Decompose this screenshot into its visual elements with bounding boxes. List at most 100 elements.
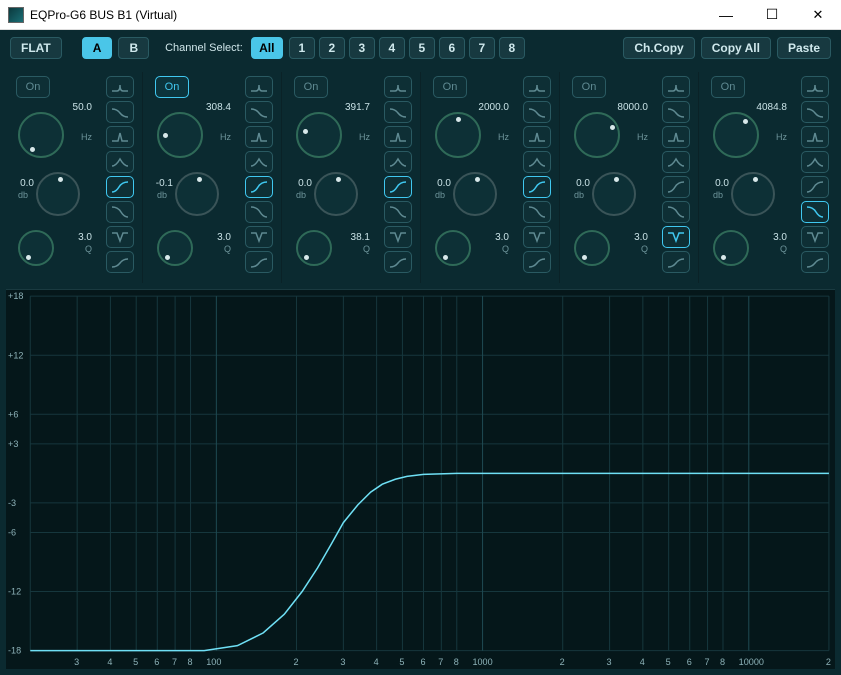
band-6-shape-peak-narrow-icon[interactable]	[801, 126, 829, 148]
paste-button[interactable]: Paste	[777, 37, 831, 59]
band-1-shape-notch-icon[interactable]	[106, 226, 134, 248]
band-4-shape-bell-icon[interactable]	[523, 76, 551, 98]
band-5-shape-lowshelf-icon[interactable]	[662, 101, 690, 123]
band-5-on-button[interactable]: On	[572, 76, 606, 98]
svg-text:-6: -6	[8, 527, 16, 537]
close-button[interactable]: ✕	[795, 0, 841, 30]
band-3-shape-peak-narrow-icon[interactable]	[384, 126, 412, 148]
band-4-shape-notch-icon[interactable]	[523, 226, 551, 248]
channel-7-button[interactable]: 7	[469, 37, 495, 59]
band-5-gain-knob[interactable]	[592, 172, 636, 216]
band-3-freq-knob[interactable]	[296, 112, 342, 158]
band-5-q-knob[interactable]	[574, 230, 610, 266]
band-2-q-knob[interactable]	[157, 230, 193, 266]
band-5-shape-bell-icon[interactable]	[662, 76, 690, 98]
band-1-shape-highpass-icon[interactable]	[106, 176, 134, 198]
band-3-shape-lowshelf-icon[interactable]	[384, 101, 412, 123]
band-4-shape-peak-narrow-icon[interactable]	[523, 126, 551, 148]
channel-3-button[interactable]: 3	[349, 37, 375, 59]
band-2-shape-highshelf-icon[interactable]	[245, 251, 273, 273]
band-2-gain-knob[interactable]	[175, 172, 219, 216]
band-3-q-knob[interactable]	[296, 230, 332, 266]
band-2-freq-unit: Hz	[220, 132, 231, 142]
band-1-shape-highshelf-icon[interactable]	[106, 251, 134, 273]
band-4-freq-knob[interactable]	[435, 112, 481, 158]
band-1-gain-knob[interactable]	[36, 172, 80, 216]
band-1-shape-lowshelf-icon[interactable]	[106, 101, 134, 123]
band-3-on-button[interactable]: On	[294, 76, 328, 98]
band-4-shape-peak-wide-icon[interactable]	[523, 151, 551, 173]
band-4-gain-knob[interactable]	[453, 172, 497, 216]
band-5-shape-peak-wide-icon[interactable]	[662, 151, 690, 173]
band-3-shape-bell-icon[interactable]	[384, 76, 412, 98]
band-1-shape-lowpass-icon[interactable]	[106, 201, 134, 223]
band-3-shape-notch-icon[interactable]	[384, 226, 412, 248]
band-1-freq-knob[interactable]	[18, 112, 64, 158]
band-6-shape-highpass-icon[interactable]	[801, 176, 829, 198]
band-5-shape-highshelf-icon[interactable]	[662, 251, 690, 273]
band-6-shape-lowpass-icon[interactable]	[801, 201, 829, 223]
band-3-gain-knob[interactable]	[314, 172, 358, 216]
ch-copy-button[interactable]: Ch.Copy	[623, 37, 694, 59]
band-1-shape-bell-icon[interactable]	[106, 76, 134, 98]
band-6-shape-bell-icon[interactable]	[801, 76, 829, 98]
channel-all-button[interactable]: All	[251, 37, 283, 59]
band-1-q-knob[interactable]	[18, 230, 54, 266]
minimize-button[interactable]: —	[703, 0, 749, 30]
band-2-on-button[interactable]: On	[155, 76, 189, 98]
band-4-shape-lowshelf-icon[interactable]	[523, 101, 551, 123]
band-6-shape-notch-icon[interactable]	[801, 226, 829, 248]
band-4-q-value: 3.0	[473, 232, 509, 243]
channel-5-button[interactable]: 5	[409, 37, 435, 59]
band-3-shape-lowpass-icon[interactable]	[384, 201, 412, 223]
maximize-button[interactable]: ☐	[749, 0, 795, 30]
band-2-shape-lowpass-icon[interactable]	[245, 201, 273, 223]
band-2-shape-peak-wide-icon[interactable]	[245, 151, 273, 173]
band-2: On308.4Hz-0.1db3.0Q	[143, 72, 282, 283]
svg-text:1000: 1000	[472, 657, 492, 667]
flat-button[interactable]: FLAT	[10, 37, 62, 59]
band-6-on-button[interactable]: On	[711, 76, 745, 98]
channel-1-button[interactable]: 1	[289, 37, 315, 59]
band-5-shape-notch-icon[interactable]	[662, 226, 690, 248]
band-3-shape-highshelf-icon[interactable]	[384, 251, 412, 273]
band-6-shape-peak-wide-icon[interactable]	[801, 151, 829, 173]
band-5-shape-peak-narrow-icon[interactable]	[662, 126, 690, 148]
band-1-on-button[interactable]: On	[16, 76, 50, 98]
band-4-shape-icons	[523, 76, 551, 273]
band-3-shape-peak-wide-icon[interactable]	[384, 151, 412, 173]
copy-all-button[interactable]: Copy All	[701, 37, 771, 59]
band-2-shape-notch-icon[interactable]	[245, 226, 273, 248]
channel-4-button[interactable]: 4	[379, 37, 405, 59]
channel-2-button[interactable]: 2	[319, 37, 345, 59]
band-2-shape-bell-icon[interactable]	[245, 76, 273, 98]
channel-select-label: Channel Select:	[165, 42, 243, 54]
band-2-shape-highpass-icon[interactable]	[245, 176, 273, 198]
band-3-freq-unit: Hz	[359, 132, 370, 142]
band-1-shape-peak-wide-icon[interactable]	[106, 151, 134, 173]
band-3-shape-highpass-icon[interactable]	[384, 176, 412, 198]
band-6-q-knob[interactable]	[713, 230, 749, 266]
band-6-freq-knob[interactable]	[713, 112, 759, 158]
band-6-shape-lowshelf-icon[interactable]	[801, 101, 829, 123]
svg-text:2: 2	[560, 657, 565, 667]
band-5-freq-knob[interactable]	[574, 112, 620, 158]
band-4-shape-lowpass-icon[interactable]	[523, 201, 551, 223]
band-2-shape-peak-narrow-icon[interactable]	[245, 126, 273, 148]
band-5-shape-lowpass-icon[interactable]	[662, 201, 690, 223]
band-4-shape-highshelf-icon[interactable]	[523, 251, 551, 273]
band-2-freq-knob[interactable]	[157, 112, 203, 158]
preset-a-button[interactable]: A	[82, 37, 113, 59]
band-6-shape-highshelf-icon[interactable]	[801, 251, 829, 273]
band-6-gain-knob[interactable]	[731, 172, 775, 216]
band-4-shape-highpass-icon[interactable]	[523, 176, 551, 198]
band-1-shape-peak-narrow-icon[interactable]	[106, 126, 134, 148]
preset-b-button[interactable]: B	[118, 37, 149, 59]
band-2-shape-lowshelf-icon[interactable]	[245, 101, 273, 123]
band-4-q-knob[interactable]	[435, 230, 471, 266]
channel-6-button[interactable]: 6	[439, 37, 465, 59]
svg-text:+6: +6	[8, 409, 18, 419]
channel-8-button[interactable]: 8	[499, 37, 525, 59]
band-5-shape-highpass-icon[interactable]	[662, 176, 690, 198]
band-4-on-button[interactable]: On	[433, 76, 467, 98]
